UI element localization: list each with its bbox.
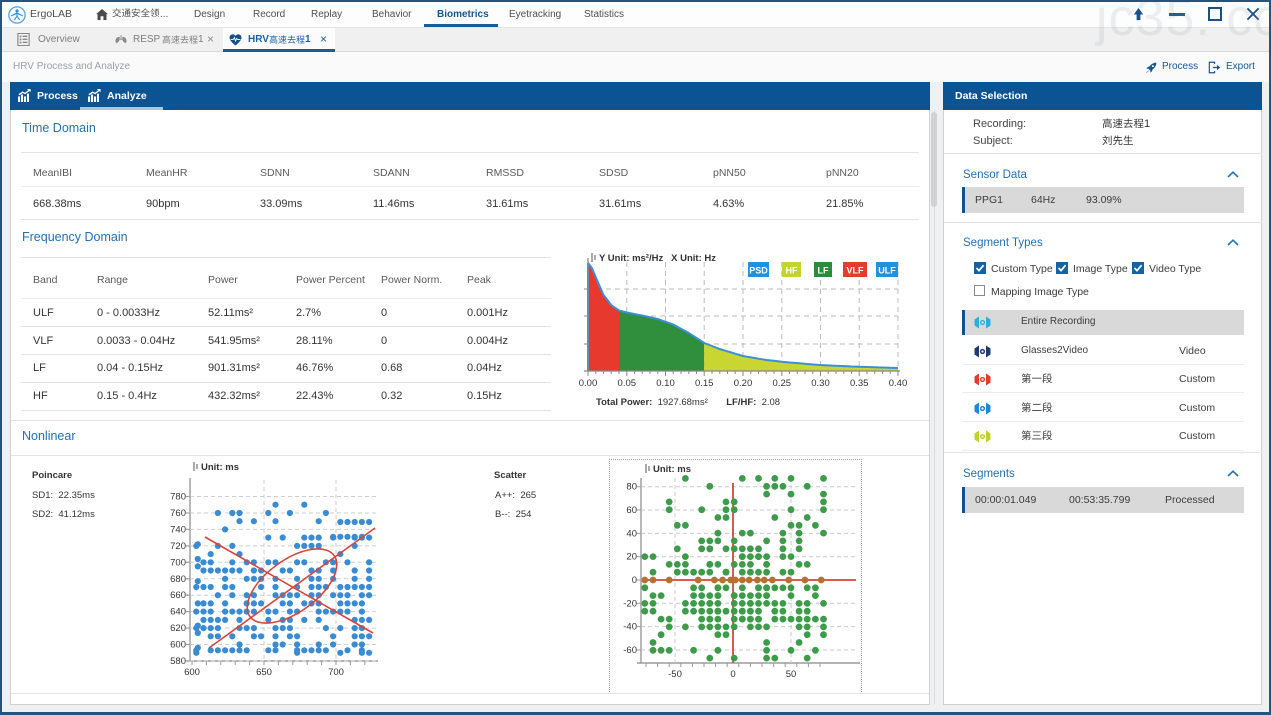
svg-text:620: 620 [170, 623, 186, 634]
svg-text:Unit: ms: Unit: ms [201, 462, 239, 473]
svg-text:600: 600 [184, 667, 200, 678]
svg-text:-20: -20 [623, 598, 637, 609]
svg-text:740: 740 [170, 524, 186, 535]
svg-text:80: 80 [626, 482, 637, 493]
svg-text:0.00: 0.00 [579, 378, 598, 389]
svg-text:0.35: 0.35 [850, 378, 869, 389]
svg-text:0.20: 0.20 [734, 378, 753, 389]
svg-text:650: 650 [256, 667, 272, 678]
svg-text:0.40: 0.40 [889, 378, 908, 389]
svg-text:-50: -50 [668, 669, 682, 680]
svg-text:60: 60 [626, 505, 637, 516]
svg-text:-60: -60 [623, 645, 637, 656]
svg-text:HF: HF [786, 266, 798, 276]
svg-text:VLF: VLF [847, 266, 865, 276]
svg-text:680: 680 [170, 574, 186, 585]
svg-text:720: 720 [170, 541, 186, 552]
svg-text:0.10: 0.10 [656, 378, 675, 389]
svg-text:0.15: 0.15 [695, 378, 714, 389]
svg-text:40: 40 [626, 528, 637, 539]
svg-text:760: 760 [170, 508, 186, 519]
svg-text:0: 0 [632, 575, 637, 586]
svg-text:700: 700 [328, 667, 344, 678]
svg-text:0.25: 0.25 [773, 378, 792, 389]
svg-text:-40: -40 [623, 622, 637, 633]
svg-text:640: 640 [170, 607, 186, 618]
svg-text:0.05: 0.05 [618, 378, 637, 389]
svg-text:50: 50 [786, 669, 797, 680]
svg-text:Y Unit: ms²/Hz X Unit: Hz: Y Unit: ms²/Hz X Unit: Hz [599, 253, 716, 264]
svg-text:Unit: ms: Unit: ms [653, 464, 691, 475]
svg-text:0.30: 0.30 [811, 378, 830, 389]
svg-text:ULF: ULF [878, 266, 896, 276]
svg-text:0: 0 [730, 669, 735, 680]
svg-text:580: 580 [170, 656, 186, 667]
svg-text:PSD: PSD [749, 266, 768, 276]
svg-text:LF: LF [818, 266, 829, 276]
svg-text:660: 660 [170, 590, 186, 601]
svg-text:600: 600 [170, 640, 186, 651]
svg-text:780: 780 [170, 492, 186, 503]
svg-text:700: 700 [170, 557, 186, 568]
svg-text:20: 20 [626, 552, 637, 563]
